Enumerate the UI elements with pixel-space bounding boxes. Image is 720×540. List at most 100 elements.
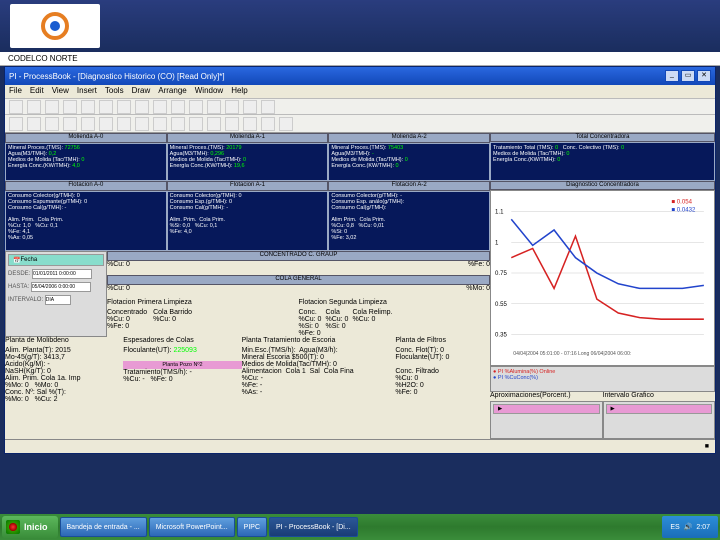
tool-icon[interactable] — [243, 117, 257, 131]
flot-a2: Consumo Colector(g/TMH): - Consumo Esp. … — [328, 191, 490, 251]
mol-a0-box: Mineral Proces.(TMS): 72756 Agua(M3/TMH)… — [5, 143, 167, 181]
tool-icon[interactable] — [171, 100, 185, 114]
conc-graup-hdr: CONCENTRADO C. GRAUP — [107, 251, 490, 261]
flot-a1: Consumo Colector(g/TMH): 0 Consumo Esp.(… — [167, 191, 329, 251]
intervalo-input[interactable] — [45, 295, 71, 305]
limp-2: Conc. %Cu: 0 %Si: 0 %Fe: 0Cola %Cu: 0 %S… — [299, 309, 491, 337]
mol-a2-box: Mineral Proces.(TMS): 75403 Agua(M3/TMH)… — [328, 143, 490, 181]
svg-text:1.1: 1.1 — [495, 208, 504, 215]
tool-icon[interactable] — [63, 117, 77, 131]
svg-text:0.55: 0.55 — [495, 301, 507, 308]
fecha-button[interactable]: 📅 Fecha — [8, 254, 104, 266]
menu-draw[interactable]: Draw — [132, 86, 151, 97]
status-indicator: ■ — [705, 443, 709, 450]
menu-tools[interactable]: Tools — [105, 86, 124, 97]
inter-btn[interactable]: ▶ — [606, 404, 713, 414]
tool-icon[interactable] — [135, 117, 149, 131]
cola-general-hdr: COLA GENERAL — [107, 275, 490, 285]
title-bar[interactable]: PI - ProcessBook - [Diagnostico Historic… — [5, 67, 715, 85]
hdr-mol-a1: Molienda A-1 — [167, 133, 329, 143]
menu-window[interactable]: Window — [195, 86, 223, 97]
tool-icon[interactable] — [153, 100, 167, 114]
tool-icon[interactable] — [117, 100, 131, 114]
desde-input[interactable] — [32, 269, 92, 279]
maximize-button[interactable]: ▭ — [681, 70, 695, 82]
tool-icon[interactable] — [99, 100, 113, 114]
aprox-panel[interactable]: ▶ — [490, 401, 603, 439]
toolbar-2[interactable] — [5, 115, 715, 133]
tool-icon[interactable] — [63, 100, 77, 114]
start-button[interactable]: Inicio — [2, 516, 58, 538]
conc-graup-vals: %Cu: 0%Fe: 0 — [107, 261, 490, 275]
molienda-row: Mineral Proces.(TMS): 72756 Agua(M3/TMH)… — [5, 143, 490, 181]
hdr-limp-2: Flotacion Segunda Limpieza — [299, 299, 491, 309]
tool-icon[interactable] — [279, 117, 293, 131]
chart-legend: ● PI %Alumina(%) Online ● PI %CuConc(%) — [490, 366, 715, 392]
hdr-filt: Planta de Filtros — [395, 337, 490, 347]
taskbar[interactable]: Inicio Bandeja de entrada - ... Microsof… — [0, 514, 720, 540]
tool-icon[interactable] — [225, 100, 239, 114]
tool-icon[interactable] — [189, 100, 203, 114]
tool-icon[interactable] — [81, 100, 95, 114]
tool-icon[interactable] — [207, 117, 221, 131]
status-bar: ■ — [5, 439, 715, 453]
arrow-icon[interactable] — [9, 117, 23, 131]
hasta-input[interactable] — [31, 282, 91, 292]
system-tray[interactable]: ES 🔊 2:07 — [662, 516, 718, 538]
trend-chart[interactable]: 1.11 0.750.55 0.35 04/04|2004 05:01:00 -… — [490, 190, 715, 366]
lang-indicator[interactable]: ES — [670, 524, 679, 531]
processbook-window: PI - ProcessBook - [Diagnostico Historic… — [4, 66, 716, 454]
menu-file[interactable]: File — [9, 86, 22, 97]
menu-arrange[interactable]: Arrange — [158, 86, 186, 97]
toolbar-1[interactable] — [5, 99, 715, 115]
trend-pane: Total Concentradora Tratamiento Total (T… — [490, 133, 715, 439]
svg-text:0.75: 0.75 — [495, 270, 507, 277]
tool-icon[interactable] — [153, 117, 167, 131]
company-logo — [10, 4, 100, 48]
menu-insert[interactable]: Insert — [77, 86, 97, 97]
flot-headers: Flotacion A-0 Flotacion A-1 Flotacion A-… — [5, 181, 490, 191]
tool-icon[interactable] — [117, 117, 131, 131]
hdr-flot-a1: Flotacion A-1 — [167, 181, 329, 191]
task-processbook[interactable]: PI - ProcessBook - [Di... — [269, 517, 358, 537]
task-pipc[interactable]: PIPC — [237, 517, 267, 537]
tool-icon[interactable] — [45, 100, 59, 114]
tool-icon[interactable] — [81, 117, 95, 131]
tool-icon[interactable] — [27, 100, 41, 114]
hdr-inter: Intervalo Grafico — [603, 392, 716, 401]
tool-icon[interactable] — [135, 100, 149, 114]
hdr-limp-1: Flotacion Primera Limpieza — [107, 299, 299, 309]
flot-row: Consumo Colector(g/TMH): 0 Consumo Espum… — [5, 191, 490, 251]
molienda-headers: Molienda A-0 Molienda A-1 Molienda A-2 — [5, 133, 490, 143]
tool-icon[interactable] — [225, 117, 239, 131]
hdr-esc: Planta Tratamiento de Escoria — [242, 337, 396, 347]
aprox-btn[interactable]: ▶ — [493, 404, 600, 414]
tool-icon[interactable] — [261, 117, 275, 131]
tool-icon[interactable] — [189, 117, 203, 131]
inter-panel[interactable]: ▶ — [603, 401, 716, 439]
menu-help[interactable]: Help — [231, 86, 247, 97]
menu-view[interactable]: View — [52, 86, 69, 97]
tool-icon[interactable] — [99, 117, 113, 131]
chart-hdr: Diagnostico Concentradora — [490, 181, 715, 190]
task-powerpoint[interactable]: Microsoft PowerPoint... — [149, 517, 235, 537]
menu-bar[interactable]: File Edit View Insert Tools Draw Arrange… — [5, 85, 715, 99]
menu-edit[interactable]: Edit — [30, 86, 44, 97]
clock[interactable]: 2:07 — [696, 524, 710, 531]
tool-icon[interactable] — [9, 100, 23, 114]
tool-icon[interactable] — [27, 117, 41, 131]
tool-icon[interactable] — [207, 100, 221, 114]
window-title: PI - ProcessBook - [Diagnostico Historic… — [9, 72, 225, 81]
esp-sub-body: Tratamiento(TMS/h): - %Cu: - %Fe: 0 — [123, 369, 241, 439]
main-canvas: Molienda A-0 Molienda A-1 Molienda A-2 M… — [5, 133, 715, 439]
date-control-panel[interactable]: 📅 Fecha DESDE: HASTA: INTERVALO: — [5, 251, 107, 337]
tool-icon[interactable] — [261, 100, 275, 114]
hdr-aprox: Aproximaciones(Porcent.) — [490, 392, 603, 401]
tool-icon[interactable] — [45, 117, 59, 131]
close-button[interactable]: ✕ — [697, 70, 711, 82]
tool-icon[interactable] — [171, 117, 185, 131]
task-outlook[interactable]: Bandeja de entrada - ... — [60, 517, 147, 537]
tray-icon[interactable]: 🔊 — [684, 523, 693, 531]
tool-icon[interactable] — [243, 100, 257, 114]
minimize-button[interactable]: _ — [665, 70, 679, 82]
